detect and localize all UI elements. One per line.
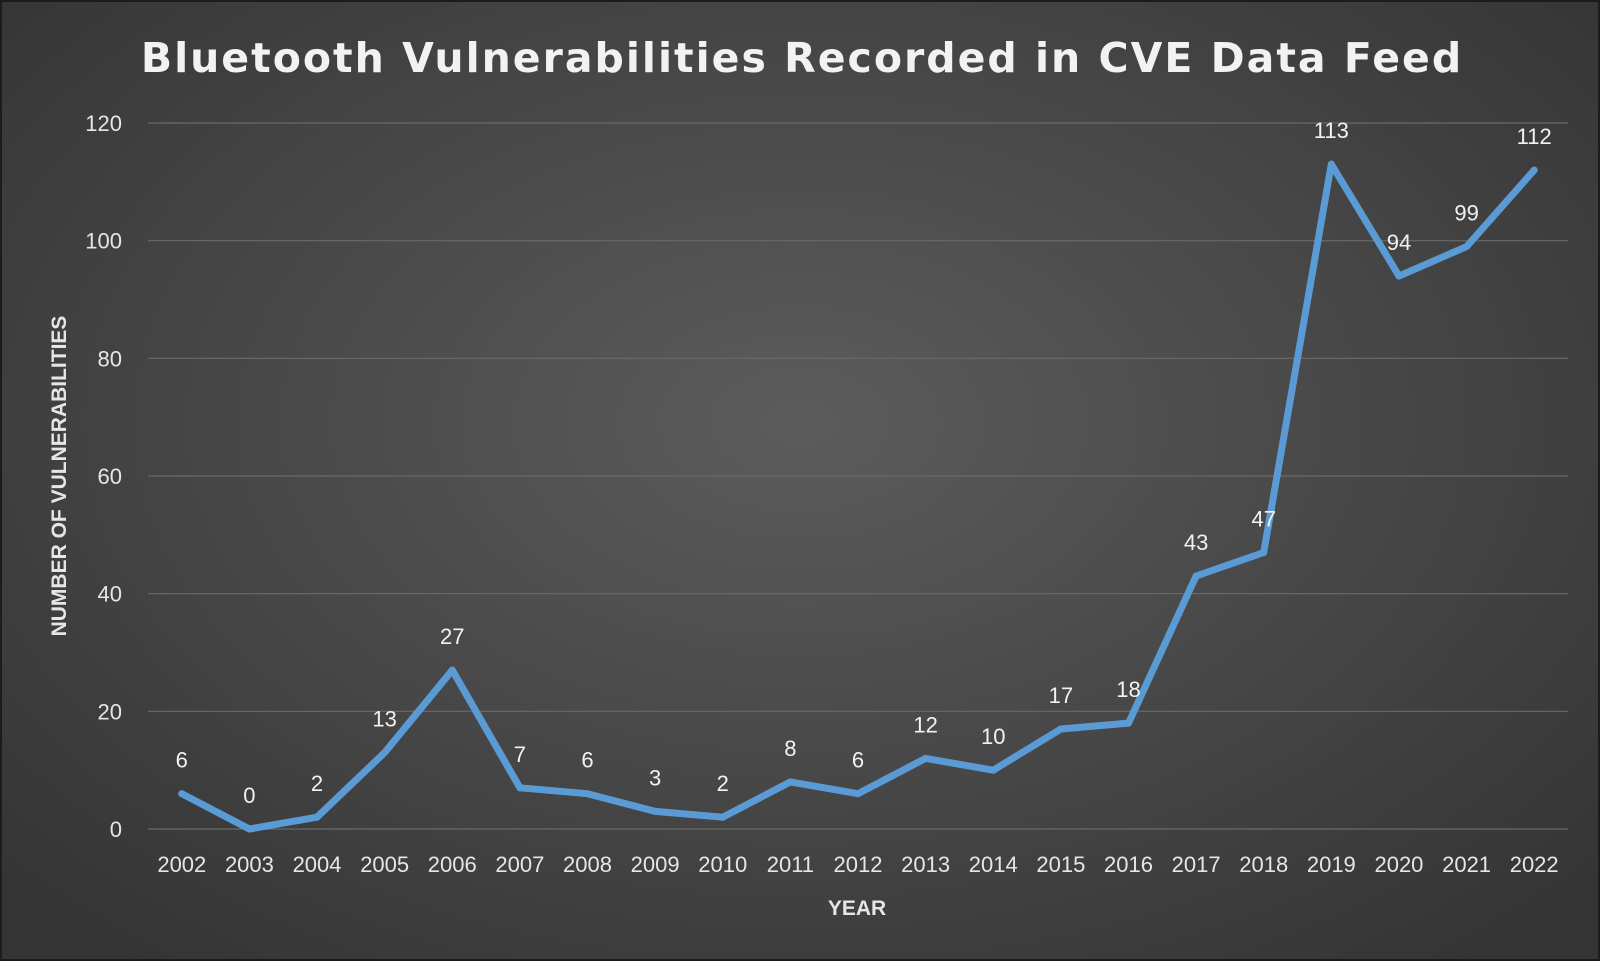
- data-point: [381, 749, 389, 757]
- data-labels: 6 0 2 13 27 7 6 3 2 8 6 12 10 17 18 43 47 113 94 99 112: [176, 118, 1552, 808]
- y-tick-label: 0: [110, 817, 122, 842]
- x-tick-label: 2005: [360, 852, 409, 877]
- chart-title: Bluetooth Vulnerabilities Recorded in CV…: [141, 34, 1463, 82]
- x-tick-label: 2010: [698, 852, 747, 877]
- x-tick-label: 2007: [495, 852, 544, 877]
- x-axis-ticks: 2002 2003 2004 2005 2006 2007 2008 2009 2010 2011…: [157, 852, 1558, 877]
- data-label: 94: [1387, 230, 1411, 255]
- series-layer: [178, 160, 1538, 833]
- x-tick-label: 2012: [834, 852, 883, 877]
- x-tick-label: 2004: [293, 852, 342, 877]
- data-label: 43: [1184, 530, 1208, 555]
- gridlines: [148, 122, 1568, 830]
- data-point: [448, 666, 456, 674]
- data-label: 13: [372, 707, 396, 732]
- data-point: [245, 825, 253, 833]
- data-label: 3: [649, 765, 661, 790]
- data-label: 17: [1049, 683, 1073, 708]
- x-tick-label: 2019: [1307, 852, 1356, 877]
- data-label: 10: [981, 724, 1005, 749]
- x-tick-label: 2017: [1172, 852, 1221, 877]
- data-point: [178, 790, 186, 798]
- x-tick-label: 2013: [901, 852, 950, 877]
- data-point: [1260, 548, 1268, 556]
- data-point: [719, 813, 727, 821]
- y-tick-label: 120: [85, 111, 122, 136]
- data-label: 6: [581, 748, 593, 773]
- y-tick-label: 60: [98, 464, 122, 489]
- x-tick-label: 2002: [157, 852, 206, 877]
- data-point: [1192, 572, 1200, 580]
- data-point: [1530, 166, 1538, 174]
- data-point: [1124, 719, 1132, 727]
- x-tick-label: 2003: [225, 852, 274, 877]
- x-tick-label: 2021: [1442, 852, 1491, 877]
- data-point: [786, 778, 794, 786]
- x-tick-label: 2018: [1239, 852, 1288, 877]
- data-label: 7: [514, 742, 526, 767]
- y-tick-label: 40: [98, 582, 122, 607]
- data-label: 0: [243, 783, 255, 808]
- data-label: 2: [717, 771, 729, 796]
- x-tick-label: 2016: [1104, 852, 1153, 877]
- data-label: 2: [311, 771, 323, 796]
- data-label: 27: [440, 624, 464, 649]
- data-point: [584, 790, 592, 798]
- x-tick-label: 2020: [1374, 852, 1423, 877]
- data-point: [989, 766, 997, 774]
- y-tick-label: 100: [85, 229, 122, 254]
- data-point: [1057, 725, 1065, 733]
- x-tick-label: 2009: [631, 852, 680, 877]
- data-label: 8: [784, 736, 796, 761]
- x-axis-title: YEAR: [828, 897, 886, 920]
- data-point: [1395, 272, 1403, 280]
- data-label: 113: [1314, 118, 1349, 143]
- data-point: [1463, 243, 1471, 251]
- x-tick-label: 2022: [1510, 852, 1559, 877]
- data-point: [651, 807, 659, 815]
- data-label: 99: [1454, 201, 1478, 226]
- data-label: 47: [1251, 506, 1275, 531]
- y-axis-title: NUMBER OF VULNERABILITIES: [48, 316, 71, 637]
- data-label: 6: [852, 748, 864, 773]
- y-tick-label: 20: [98, 699, 122, 724]
- data-point: [922, 754, 930, 762]
- x-tick-label: 2011: [767, 852, 814, 877]
- x-tick-label: 2006: [428, 852, 477, 877]
- data-label: 12: [913, 712, 937, 737]
- data-label: 6: [176, 748, 188, 773]
- y-axis-ticks: 0 20 40 60 80 100 120: [85, 111, 122, 842]
- x-tick-label: 2008: [563, 852, 612, 877]
- data-point: [1327, 160, 1335, 168]
- x-tick-label: 2015: [1036, 852, 1085, 877]
- data-point: [854, 790, 862, 798]
- x-tick-label: 2014: [969, 852, 1018, 877]
- data-label: 112: [1517, 124, 1552, 149]
- data-label: 18: [1116, 677, 1140, 702]
- data-point: [313, 813, 321, 821]
- data-point: [516, 784, 524, 792]
- y-tick-label: 80: [98, 346, 122, 371]
